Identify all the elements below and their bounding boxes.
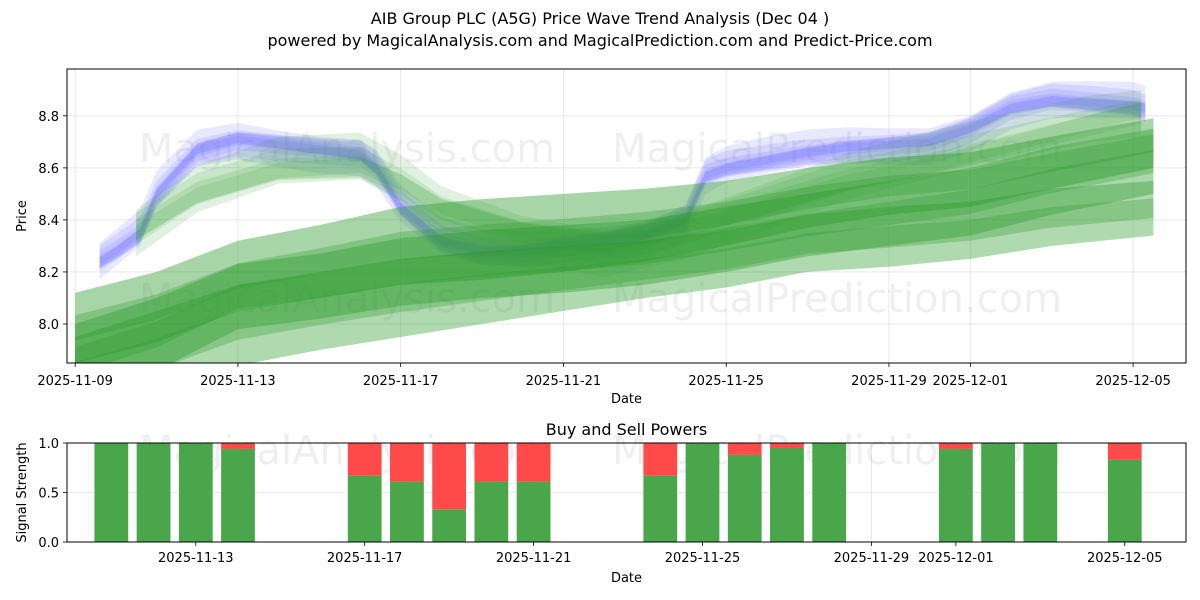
- x-tick-label: 2025-11-13: [158, 551, 234, 566]
- watermark-text: MagicalPrediction.com: [612, 126, 1062, 172]
- buy-bar: [1023, 443, 1058, 542]
- top-axes-frame: [66, 68, 1187, 364]
- forecast-band-core: [75, 134, 1154, 341]
- forecast-band-core: [75, 149, 1154, 363]
- watermark-text: MagicalAnalysis.com: [139, 126, 555, 172]
- buy-bar: [727, 454, 762, 542]
- x-tick-label: 2025-12-05: [1095, 374, 1171, 389]
- buy-bar: [390, 481, 424, 542]
- y-tick-label: 8.6: [38, 162, 59, 177]
- y-axis-label: Price: [15, 200, 30, 232]
- x-axis-label: Date: [611, 571, 642, 586]
- x-tick-label: 2025-11-21: [496, 551, 572, 566]
- buy-bar: [938, 448, 973, 542]
- wave-upper-band: [136, 90, 1142, 277]
- x-tick-label: 2025-12-05: [1087, 551, 1163, 566]
- y-tick-label: 0.0: [38, 536, 59, 551]
- buy-bar: [94, 443, 129, 542]
- sell-bar: [347, 443, 382, 476]
- y-tick-label: 0.5: [38, 487, 59, 502]
- sell-bar: [727, 443, 762, 455]
- sell-bar: [474, 443, 509, 482]
- x-tick-label: 2025-11-29: [851, 374, 927, 389]
- subchart-title: Buy and Sell Powers: [546, 420, 708, 439]
- x-tick-label: 2025-11-25: [688, 374, 764, 389]
- x-tick-label: 2025-11-17: [363, 374, 439, 389]
- forecast-band-core: [75, 198, 1154, 363]
- y-tick-label: 8.2: [38, 266, 59, 281]
- y-tick-label: 1.0: [38, 437, 59, 452]
- sell-bar: [643, 443, 678, 476]
- sell-bar: [390, 443, 424, 482]
- buy-bar: [770, 447, 804, 542]
- historical-wave-band: [99, 88, 1146, 269]
- forecast-band: [75, 118, 1154, 363]
- y-tick-label: 8.8: [38, 110, 59, 125]
- sell-bar: [516, 443, 551, 482]
- y-tick-label: 8.0: [38, 318, 59, 333]
- x-tick-label: 2025-11-17: [327, 551, 403, 566]
- buy-bar: [178, 443, 213, 542]
- sell-bar: [432, 443, 467, 510]
- chart-subtitle: powered by MagicalAnalysis.com and Magic…: [267, 31, 933, 50]
- chart-title: AIB Group PLC (A5G) Price Wave Trend Ana…: [370, 9, 830, 28]
- buy-bar: [812, 443, 847, 542]
- power-bars: [94, 443, 1142, 542]
- buy-bar: [221, 448, 255, 542]
- x-tick-label: 2025-11-09: [37, 374, 113, 389]
- x-tick-label: 2025-11-29: [834, 551, 910, 566]
- historical-wave-band: [99, 83, 1146, 272]
- buy-bar: [516, 481, 551, 542]
- x-tick-label: 2025-11-25: [665, 551, 741, 566]
- price-waves: [75, 81, 1154, 363]
- buy-bar: [1107, 459, 1142, 542]
- watermark-text: MagicalAnalysis.com: [139, 276, 555, 322]
- buy-bar: [643, 475, 678, 542]
- x-tick-label: 2025-12-01: [918, 551, 994, 566]
- forecast-band: [75, 180, 1154, 363]
- historical-wave-band: [99, 93, 1146, 268]
- sell-bar: [1107, 443, 1142, 460]
- x-tick-label: 2025-12-01: [933, 374, 1009, 389]
- x-tick-label: 2025-11-21: [526, 374, 602, 389]
- buy-bar: [136, 443, 171, 542]
- buy-bar: [474, 481, 509, 542]
- historical-wave-band: [99, 96, 1146, 268]
- watermark-text: MagicalPrediction.com: [612, 276, 1062, 322]
- sell-bar: [770, 443, 804, 448]
- x-axis-label: Date: [611, 392, 642, 407]
- buy-bar: [981, 443, 1015, 542]
- forecast-band: [75, 128, 1154, 363]
- x-tick-label: 2025-11-13: [200, 374, 276, 389]
- sell-bar: [938, 443, 973, 449]
- buy-bar: [347, 475, 382, 542]
- wave-upper-band: [136, 100, 1142, 264]
- y-axis-label: Signal Strength: [15, 442, 30, 542]
- buy-bar: [685, 443, 720, 542]
- buy-bar: [432, 509, 467, 542]
- y-tick-label: 8.4: [38, 214, 59, 229]
- historical-wave-band: [99, 81, 1146, 280]
- sell-bar: [221, 443, 255, 449]
